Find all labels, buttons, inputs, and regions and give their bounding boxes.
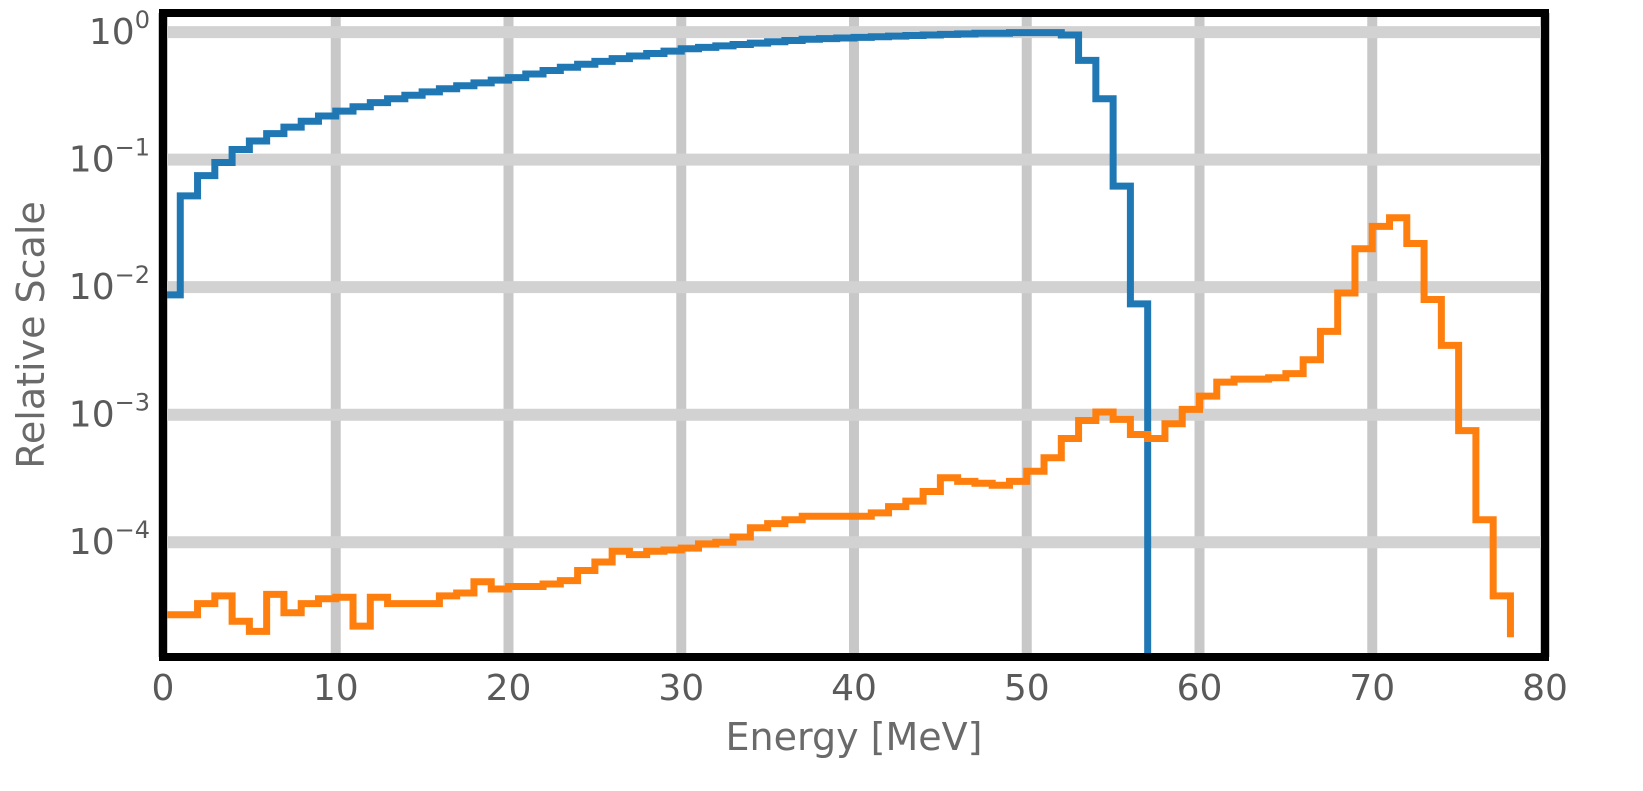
x-tick-label-60: 60 [1177, 668, 1223, 709]
grid [158, 13, 1550, 657]
x-axis-label: Energy [MeV] [726, 715, 983, 759]
x-tick-label-10: 10 [313, 668, 359, 709]
x-tick-label-70: 70 [1349, 668, 1395, 709]
y-tick-label-0: 100 [89, 6, 150, 53]
series-layer [163, 29, 1514, 657]
x-tick-label-30: 30 [658, 668, 704, 709]
x-tick-labels: 0 10 20 30 40 50 60 70 80 [152, 668, 1568, 709]
y-tick-label-3: 10−3 [69, 389, 150, 436]
y-tick-labels: 100 10−1 10−2 10−3 10−4 [69, 6, 150, 563]
plot-frame [159, 9, 1549, 661]
x-tick-label-80: 80 [1522, 668, 1568, 709]
x-tick-label-50: 50 [1004, 668, 1050, 709]
y-tick-label-2: 10−2 [69, 261, 150, 308]
x-tick-label-20: 20 [486, 668, 532, 709]
x-tick-label-40: 40 [831, 668, 877, 709]
series-line-0 [163, 29, 1152, 657]
x-tick-label-0: 0 [152, 668, 175, 709]
y-tick-label-4: 10−4 [69, 516, 150, 563]
series-line-1 [163, 214, 1514, 638]
y-tick-label-1: 10−1 [69, 134, 150, 181]
y-axis-label: Relative Scale [9, 201, 53, 469]
